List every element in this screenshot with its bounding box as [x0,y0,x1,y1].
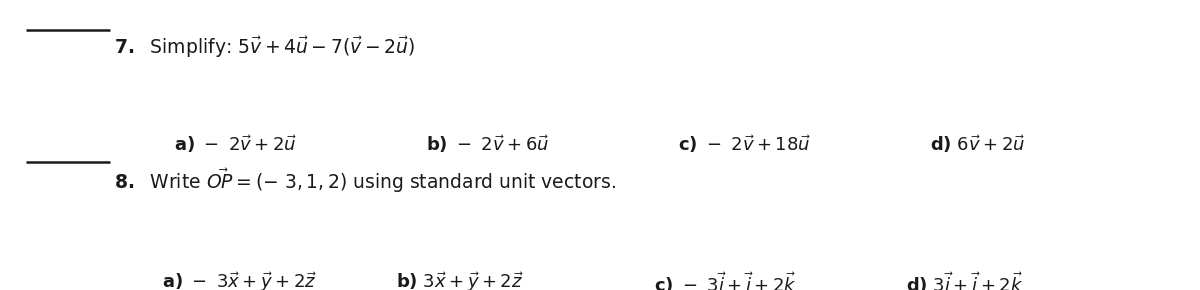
Text: $\mathbf{7.}$  Simplify: $5\vec{v} + 4\vec{u} - 7(\vec{v} - 2\vec{u})$: $\mathbf{7.}$ Simplify: $5\vec{v} + 4\ve… [114,35,415,60]
Text: $\mathbf{a)}\ -\ 2\vec{v} + 2\vec{u}$: $\mathbf{a)}\ -\ 2\vec{v} + 2\vec{u}$ [174,133,296,155]
Text: $\mathbf{d)}\ 6\vec{v} + 2\vec{u}$: $\mathbf{d)}\ 6\vec{v} + 2\vec{u}$ [930,133,1026,155]
Text: $\mathbf{b)}\ 3\vec{x} + \vec{y} + 2\vec{z}$: $\mathbf{b)}\ 3\vec{x} + \vec{y} + 2\vec… [396,270,523,290]
Text: $\mathbf{d)}\ 3\vec{i} + \vec{j} + 2\vec{k}$: $\mathbf{d)}\ 3\vec{i} + \vec{j} + 2\vec… [906,270,1024,290]
Text: $\mathbf{8.}$  Write $\vec{OP} = (-\ 3, 1, 2)$ using standard unit vectors.: $\mathbf{8.}$ Write $\vec{OP} = (-\ 3, 1… [114,167,616,195]
Text: $\mathbf{b)}\ -\ 2\vec{v} + 6\vec{u}$: $\mathbf{b)}\ -\ 2\vec{v} + 6\vec{u}$ [426,133,550,155]
Text: $\mathbf{c)}\ -\ 3\vec{i} + \vec{j} + 2\vec{k}$: $\mathbf{c)}\ -\ 3\vec{i} + \vec{j} + 2\… [654,270,797,290]
Text: $\mathbf{c)}\ -\ 2\vec{v} + 18\vec{u}$: $\mathbf{c)}\ -\ 2\vec{v} + 18\vec{u}$ [678,133,811,155]
Text: $\mathbf{a)}\ -\ 3\vec{x} + \vec{y} + 2\vec{z}$: $\mathbf{a)}\ -\ 3\vec{x} + \vec{y} + 2\… [162,270,317,290]
